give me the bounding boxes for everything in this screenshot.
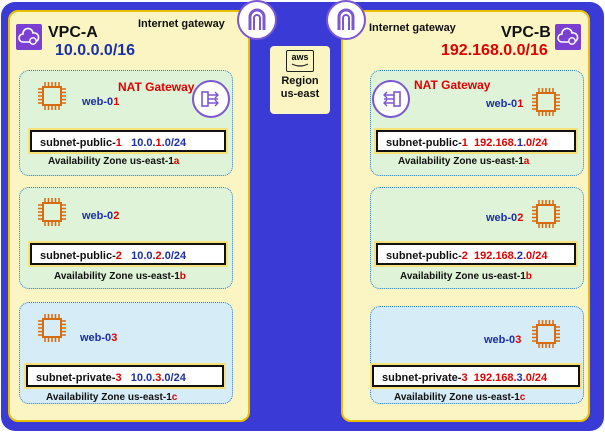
- web-label: web-02: [82, 210, 120, 222]
- region-name: us-east: [280, 88, 320, 100]
- vpc-b-title: VPC-B: [501, 24, 551, 41]
- az-label: Availability Zone us-east-1b: [54, 271, 186, 282]
- ec2-instance-icon: [530, 198, 562, 230]
- ec2-instance-icon: [36, 196, 68, 228]
- subnet-name-box: subnet-public-2 192.168.2.0/24: [376, 243, 576, 265]
- subnet-b3: [370, 306, 584, 404]
- web-label: web-03: [484, 334, 522, 346]
- nat-gateway-icon: [192, 80, 230, 118]
- vpc-a-nat-label: NAT Gateway: [118, 80, 195, 94]
- vpc-cloud-icon: [555, 24, 581, 50]
- vpc-b-cidr: 192.168.0.0/16: [441, 42, 548, 59]
- ec2-instance-icon: [36, 312, 68, 344]
- vpc-b-igw-label: Internet gateway: [369, 22, 456, 34]
- az-label: Availability Zone us-east-1c: [394, 392, 526, 403]
- az-label: Availability Zone us-east-1b: [400, 271, 532, 282]
- web-label: web-01: [82, 96, 120, 108]
- az-label: Availability Zone us-east-1a: [48, 156, 180, 167]
- nat-gateway-icon: [372, 80, 410, 118]
- region-box: aws Region us-east: [270, 46, 330, 114]
- vpc-a-cidr: 10.0.0.0/16: [55, 42, 136, 59]
- vpc-a-title: VPC-A: [48, 24, 98, 41]
- az-label: Availability Zone us-east-1a: [398, 156, 530, 167]
- web-label: web-03: [80, 332, 118, 344]
- subnet-name-box: subnet-public-2 10.0.2.0/24: [30, 243, 226, 265]
- vpc-b-nat-label: NAT Gateway: [414, 78, 491, 92]
- ec2-instance-icon: [530, 86, 562, 118]
- aws-logo-icon: aws: [286, 50, 314, 72]
- subnet-name-box: subnet-private-3 10.0.3.0/24: [26, 365, 224, 387]
- web-label: web-01: [486, 98, 524, 110]
- subnet-b2: [370, 187, 584, 289]
- subnet-name-box: subnet-private-3 192.168.3.0/24: [372, 365, 580, 387]
- subnet-name-box: subnet-public-1 192.168.1.0/24: [376, 130, 576, 152]
- vpc-cloud-icon: [16, 24, 42, 50]
- vpc-a-igw-label: Internet gateway: [138, 18, 225, 30]
- region-label: Region: [281, 75, 319, 87]
- az-label: Availability Zone us-east-1c: [46, 392, 178, 403]
- subnet-name-box: subnet-public-1 10.0.1.0/24: [30, 130, 226, 152]
- ec2-instance-icon: [36, 80, 68, 112]
- internet-gateway-icon: [326, 0, 366, 40]
- web-label: web-02: [486, 212, 524, 224]
- ec2-instance-icon: [530, 318, 562, 350]
- internet-gateway-icon: [237, 0, 277, 40]
